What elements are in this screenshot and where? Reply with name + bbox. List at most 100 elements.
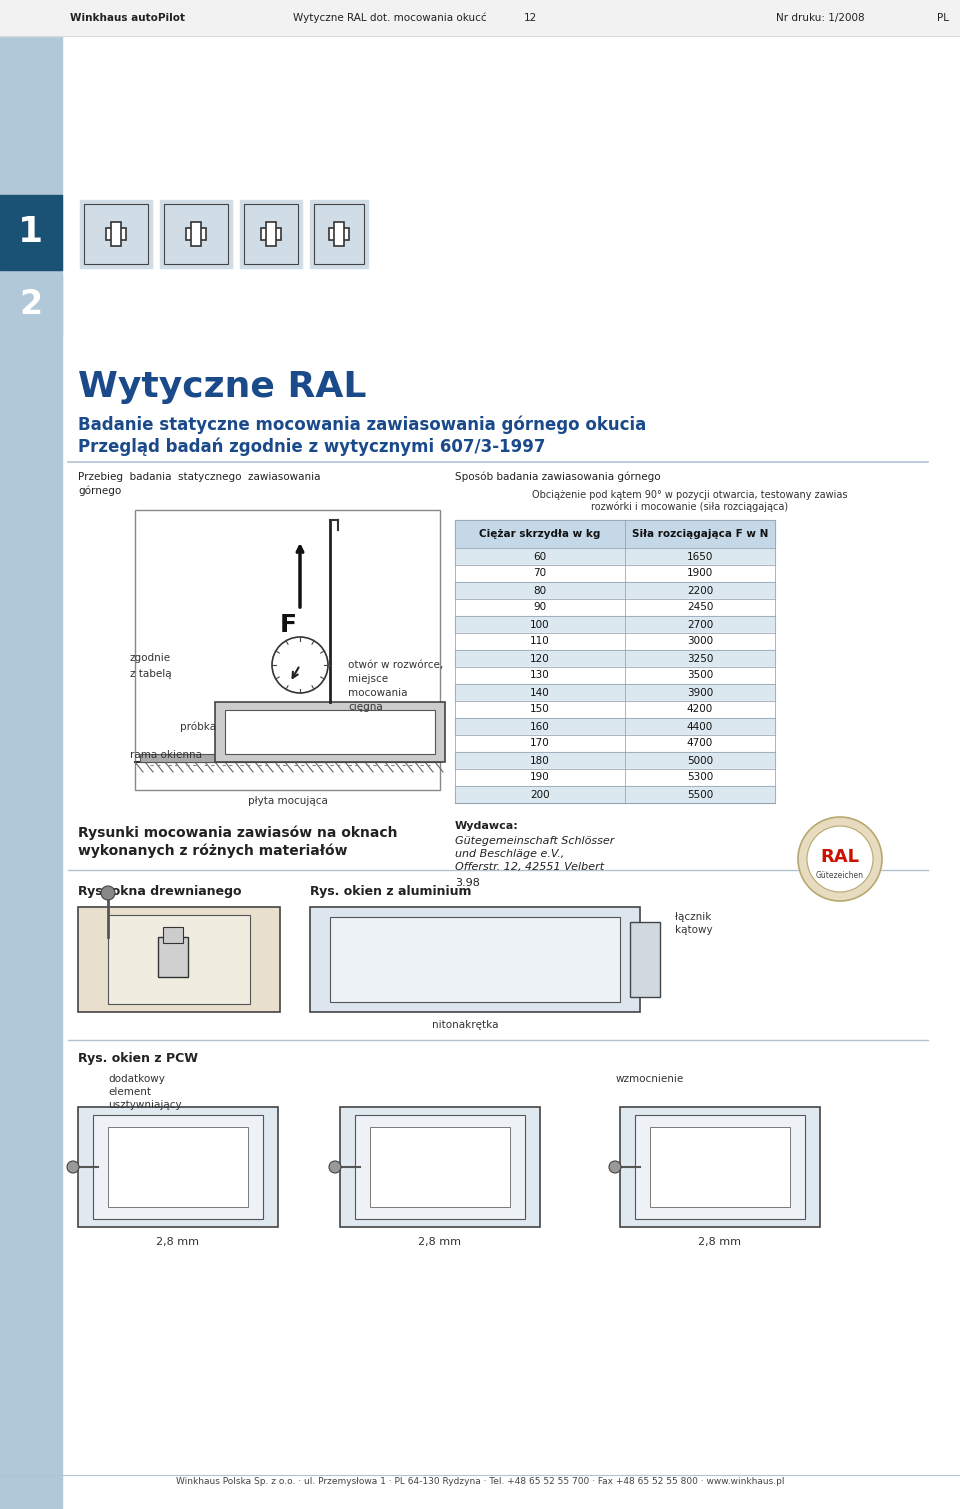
Bar [334,222,344,246]
Text: z tabelą: z tabelą [130,668,172,679]
Text: 2,8 mm: 2,8 mm [419,1237,462,1246]
Bar [314,204,364,264]
Bar [80,201,152,269]
Bar [0,275,62,335]
Text: Nr druku: 1/2008: Nr druku: 1/2008 [776,14,864,23]
Text: wykonanych z różnych materiałów: wykonanych z różnych materiałów [78,844,348,857]
Bar [215,702,445,762]
Text: Rys. okna drewnianego: Rys. okna drewnianego [78,884,242,898]
Bar [106,228,126,240]
Text: górnego: górnego [78,486,121,496]
Text: Winkhaus autoPilot: Winkhaus autoPilot [70,14,185,23]
Bar [225,711,435,754]
Text: 2: 2 [19,288,42,321]
Bar [140,754,435,762]
Bar [108,1127,248,1207]
Text: rama okienna: rama okienna [130,750,202,761]
Bar [261,228,281,240]
Text: próbka: próbka [180,721,216,732]
Text: dodatkowy
element
usztywniający: dodatkowy element usztywniający [108,1074,181,1111]
Bar [340,1108,540,1227]
Text: 5500: 5500 [686,789,713,800]
Text: zgodnie: zgodnie [130,653,171,662]
Bar [0,195,62,270]
Text: wzmocnienie: wzmocnienie [616,1074,684,1083]
Circle shape [101,886,115,899]
Text: Gütezeichen: Gütezeichen [816,871,864,880]
Text: 200: 200 [530,789,550,800]
Circle shape [329,1160,341,1172]
Text: 150: 150 [530,705,550,714]
Text: 4200: 4200 [686,705,713,714]
Bar [78,1108,278,1227]
Bar [78,907,280,1013]
Bar [455,667,775,684]
Bar [455,564,775,582]
Text: 190: 190 [530,773,550,783]
Text: 3900: 3900 [686,688,713,697]
Bar [266,222,276,246]
Text: Obciążenie pod kątem 90° w pozycji otwarcia, testowany zawias
rozwórki i mocowan: Obciążenie pod kątem 90° w pozycji otwar… [532,490,848,512]
Bar [310,201,368,269]
Text: und Beschläge e.V.,: und Beschläge e.V., [455,850,564,859]
Bar [455,786,775,803]
Bar [310,907,640,1013]
Text: 2200: 2200 [686,585,713,596]
Text: 5300: 5300 [686,773,713,783]
Circle shape [67,1160,79,1172]
Bar [455,751,775,770]
Bar [186,228,206,240]
Text: 2,8 mm: 2,8 mm [156,1237,200,1246]
Bar [620,1108,820,1227]
Text: 130: 130 [530,670,550,681]
Text: 3250: 3250 [686,653,713,664]
Text: Rysunki mocowania zawiasów na oknach: Rysunki mocowania zawiasów na oknach [78,825,397,839]
Text: Rys. okien z PCW: Rys. okien z PCW [78,1052,198,1065]
Text: PL: PL [937,14,949,23]
Bar [329,228,349,240]
Text: 180: 180 [530,756,550,765]
Text: nitonakrętka: nitonakrętka [432,1020,498,1031]
Text: 100: 100 [530,620,550,629]
Text: 1650: 1650 [686,551,713,561]
Circle shape [609,1160,621,1172]
Text: Sposób badania zawiasowania górnego: Sposób badania zawiasowania górnego [455,472,660,483]
Bar [240,201,302,269]
Bar [650,1127,790,1207]
Bar [630,922,660,997]
Text: Wytyczne RAL: Wytyczne RAL [78,370,367,404]
Bar [635,1115,805,1219]
Bar [455,735,775,751]
Text: Badanie statyczne mocowania zawiasowania górnego okucia: Badanie statyczne mocowania zawiasowania… [78,415,646,433]
Text: 2,8 mm: 2,8 mm [699,1237,741,1246]
Text: płyta mocująca: płyta mocująca [248,797,327,806]
Text: 1900: 1900 [686,569,713,578]
Bar [244,204,298,264]
Text: 3.98: 3.98 [455,878,480,887]
Bar [370,1127,510,1207]
Text: F: F [279,613,297,637]
Circle shape [272,637,328,693]
Bar [455,582,775,599]
Text: 70: 70 [534,569,546,578]
Text: Rys. okien z aluminium: Rys. okien z aluminium [310,884,471,898]
Bar [455,718,775,735]
Text: otwór w rozwórce,
miejsce
mocowania
cięgna: otwór w rozwórce, miejsce mocowania cięg… [348,659,444,712]
Bar [135,510,440,791]
Bar [355,1115,525,1219]
Bar [158,937,188,976]
Text: Wytyczne RAL dot. mocowania okucć: Wytyczne RAL dot. mocowania okucć [293,12,487,23]
Bar [163,927,183,943]
Text: 110: 110 [530,637,550,646]
Bar [93,1115,263,1219]
Bar [455,632,775,650]
Text: 5000: 5000 [687,756,713,765]
Text: 160: 160 [530,721,550,732]
Bar [84,204,148,264]
Bar [455,684,775,702]
Bar [160,201,232,269]
Text: 170: 170 [530,738,550,748]
Text: 60: 60 [534,551,546,561]
Bar [191,222,201,246]
Text: Ciężar skrzydła w kg: Ciężar skrzydła w kg [479,530,601,539]
